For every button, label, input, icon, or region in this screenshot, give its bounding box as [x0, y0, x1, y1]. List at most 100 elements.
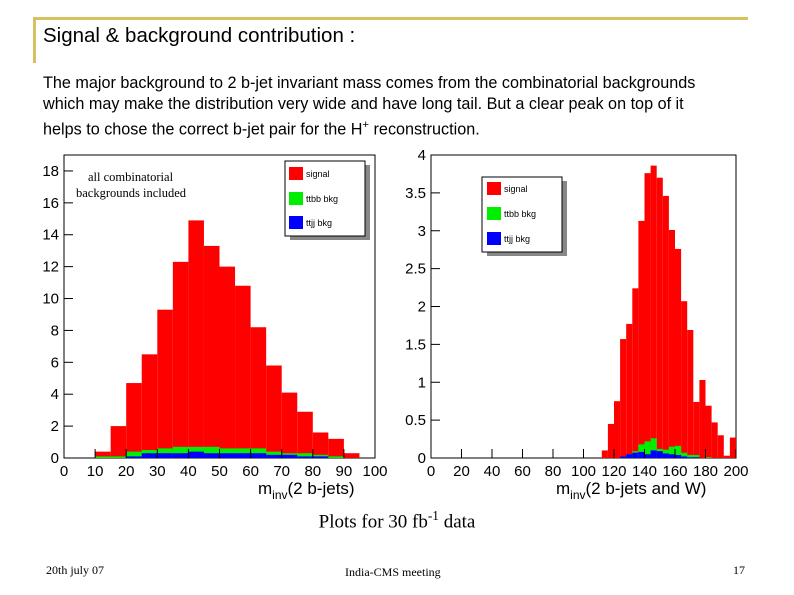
bar-signal-bin-18 — [711, 422, 718, 458]
bar-ttjj-bkg-bin-4 — [626, 454, 633, 458]
chart-right-xlabel-tail: (2 b-jets and W) — [586, 479, 707, 498]
chart-right-xlabel-main: m — [556, 479, 570, 498]
bar-signal-bin-10 — [250, 327, 267, 458]
bar-signal-bin-9 — [656, 177, 663, 458]
y-tick-label-3: 6 — [51, 354, 59, 371]
x-tick-label-9: 180 — [693, 463, 718, 480]
bar-ttjj-bkg-bin-14 — [687, 457, 694, 458]
bar-ttbb-bkg-bin-1 — [110, 456, 127, 458]
x-tick-label-8: 160 — [662, 463, 687, 480]
bar-signal-bin-13 — [681, 301, 688, 458]
x-tick-label-1: 20 — [453, 463, 470, 480]
chart-right-legend-ttjj-swatch — [487, 232, 501, 245]
chart-left-bars — [95, 220, 360, 458]
chart-left-xlabel-tail: (2 b-jets) — [288, 479, 355, 498]
bar-ttbb-bkg-bin-2 — [126, 451, 142, 458]
bar-ttjj-bkg-bin-3 — [620, 456, 627, 458]
bar-signal-bin-1 — [607, 423, 614, 458]
y-tick-label-5: 10 — [42, 291, 59, 308]
bar-signal-bin-3 — [620, 339, 627, 458]
chart-right-legend-ttjj-label: ttjj bkg — [504, 234, 530, 244]
bar-ttjj-bkg-bin-8 — [650, 450, 657, 458]
caption-sup: -1 — [427, 508, 439, 523]
bar-signal-bin-0 — [95, 451, 111, 458]
chart-right-xlabel: minv(2 b-jets and W) — [556, 479, 706, 502]
bar-ttbb-bkg-bin-15 — [693, 454, 700, 458]
bar-ttjj-bkg-bin-5 — [172, 453, 189, 458]
bar-ttjj-bkg-bin-2 — [126, 456, 142, 458]
bar-ttjj-bkg-bin-14 — [312, 456, 329, 458]
body-line-1: The major background to 2 b-jet invarian… — [43, 74, 696, 92]
bar-ttbb-bkg-bin-15 — [328, 456, 344, 458]
bar-signal-bin-12 — [281, 392, 298, 458]
bar-ttjj-bkg-bin-15 — [693, 457, 700, 458]
chart-left-tick-labels: 0 10 20 30 40 50 60 70 80 90 100 0 2 4 6 8 10 12 14 16 18 — [42, 163, 387, 480]
y-tick-label-4: 2 — [418, 299, 426, 316]
bar-ttbb-bkg-bin-13 — [297, 453, 313, 458]
bar-signal-bin-8 — [650, 165, 657, 459]
chart-left-legend-ttbb-swatch — [289, 192, 303, 205]
bar-signal-bin-5 — [172, 261, 189, 458]
bar-signal-bin-3 — [141, 354, 158, 458]
y-tick-label-9: 18 — [42, 163, 59, 180]
footer-page-number: 17 — [733, 563, 745, 577]
chart-left-xlabel: minv(2 b-jets) — [258, 479, 355, 502]
x-tick-label-2: 40 — [484, 463, 501, 480]
bar-signal-bin-4 — [157, 309, 173, 458]
bar-ttjj-bkg-bin-4 — [157, 453, 173, 458]
bar-ttbb-bkg-bin-14 — [687, 454, 694, 458]
slide-body: The major background to 2 b-jet invarian… — [43, 73, 788, 140]
chart-right: 0 20 40 60 80 100 120 140 160 180 200 0 0.5 1 1.5 2 2.5 3… — [405, 147, 748, 502]
bar-signal-bin-14 — [312, 432, 329, 458]
bar-ttjj-bkg-bin-5 — [632, 452, 639, 458]
x-tick-label-6: 120 — [601, 463, 626, 480]
bar-ttjj-bkg-bin-12 — [281, 454, 298, 458]
bar-signal-bin-16 — [343, 453, 360, 458]
bar-signal-bin-8 — [219, 266, 236, 458]
plot-caption: Plots for 30 fb-1 data — [0, 508, 794, 533]
y-tick-label-8: 16 — [42, 195, 59, 212]
bar-ttbb-bkg-bin-6 — [638, 444, 645, 458]
bar-signal-bin-2 — [126, 383, 142, 458]
bar-signal-bin-0 — [601, 450, 608, 458]
chart-left-legend-ttjj-label: ttjj bkg — [306, 218, 332, 228]
body-line-3: helps to chose the correct b-jet pair fo… — [43, 115, 788, 140]
bar-signal-bin-15 — [693, 401, 700, 458]
bar-ttjj-bkg-bin-9 — [656, 451, 663, 458]
x-tick-label-10: 100 — [362, 463, 387, 480]
x-tick-label-4: 40 — [180, 463, 197, 480]
bar-signal-bin-5 — [632, 288, 639, 458]
x-tick-label-2: 20 — [118, 463, 135, 480]
chart-left-xlabel-main: m — [258, 479, 272, 498]
x-tick-label-7: 70 — [273, 463, 290, 480]
bar-signal-bin-7 — [644, 173, 651, 458]
bar-ttbb-bkg-bin-0 — [95, 456, 111, 458]
x-tick-label-1: 10 — [87, 463, 104, 480]
bar-ttbb-bkg-bin-11 — [668, 446, 675, 458]
x-tick-label-9: 90 — [336, 463, 353, 480]
bar-ttbb-bkg-bin-17 — [705, 457, 712, 458]
bar-ttjj-bkg-bin-10 — [250, 453, 267, 458]
bar-ttjj-bkg-bin-10 — [662, 453, 669, 458]
chart-left-ticks — [63, 170, 376, 459]
chart-left-legend-signal-swatch — [289, 167, 303, 180]
y-tick-label-7: 14 — [42, 227, 59, 244]
slide-title: Signal & background contribution : — [43, 24, 356, 47]
bar-signal-bin-12 — [675, 248, 682, 458]
bar-ttbb-bkg-bin-8 — [650, 438, 657, 458]
bar-signal-bin-14 — [687, 329, 694, 458]
y-tick-label-5: 2.5 — [405, 261, 426, 278]
bar-ttjj-bkg-bin-7 — [644, 454, 651, 458]
bar-signal-bin-11 — [266, 365, 282, 458]
body-line-2: which may make the distribution very wid… — [43, 95, 684, 113]
title-frame-left — [33, 17, 36, 63]
bar-signal-bin-11 — [668, 229, 675, 458]
bar-ttjj-bkg-bin-11 — [668, 454, 675, 458]
y-tick-label-0: 0 — [418, 450, 426, 467]
bar-signal-bin-19 — [717, 435, 724, 458]
bar-ttbb-bkg-bin-7 — [644, 441, 651, 458]
bar-ttjj-bkg-bin-13 — [681, 456, 688, 458]
chart-left-legend-ttbb-label: ttbb bkg — [306, 194, 338, 204]
bar-ttjj-bkg-bin-12 — [675, 454, 682, 458]
